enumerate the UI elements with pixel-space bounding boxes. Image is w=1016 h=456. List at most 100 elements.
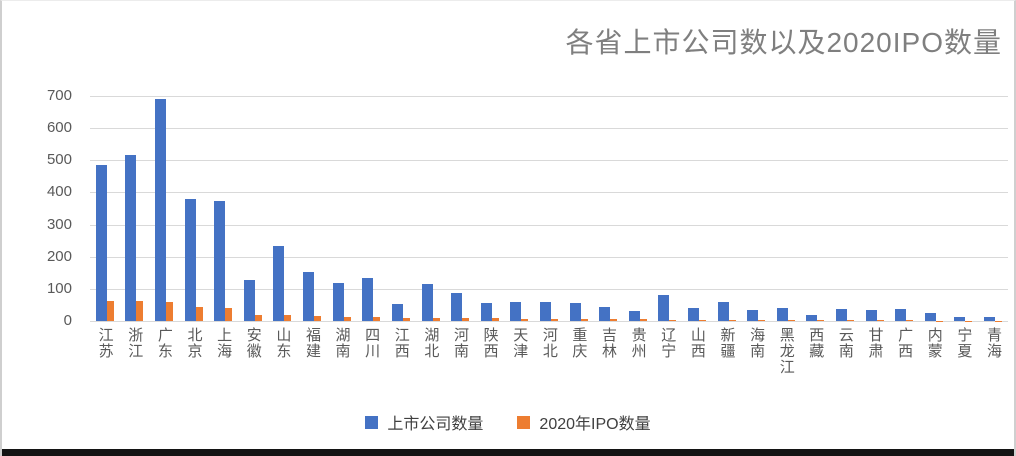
bar-group: 海南: [741, 96, 771, 359]
y-axis-tick-label: 200: [46, 247, 72, 265]
bar-ipo-2020: [402, 317, 410, 321]
bar-ipo-2020: [817, 320, 825, 321]
bar-listed-companies: [214, 201, 226, 321]
x-axis-label: 湖北: [422, 327, 440, 359]
bar-listed-companies: [451, 293, 463, 321]
y-axis-tick-label: 100: [46, 279, 72, 297]
bar-ipo-2020: [847, 320, 855, 321]
gridline: [90, 288, 1008, 290]
bar-ipo-2020: [462, 318, 470, 321]
bar-listed-companies: [243, 279, 255, 321]
bar-group: 上海: [208, 96, 238, 359]
bar-listed-companies: [95, 165, 107, 321]
x-axis-label: 河北: [540, 327, 558, 359]
bar-ipo-2020: [698, 319, 706, 321]
bar-listed-companies: [273, 246, 285, 321]
x-axis-label: 浙江: [126, 327, 144, 359]
gridlines: [90, 96, 1008, 322]
bar-ipo-2020: [639, 319, 647, 321]
bar-group: 青海: [978, 96, 1008, 359]
bar-listed-companies: [125, 155, 137, 321]
gridline: [90, 128, 1008, 130]
gridline: [90, 321, 1008, 322]
bar-listed-companies: [155, 99, 167, 321]
bar-pair: [623, 96, 653, 321]
x-axis-label: 四川: [363, 327, 381, 359]
legend-item-listed-companies: 上市公司数量: [365, 410, 483, 434]
bar-listed-companies: [747, 310, 759, 321]
y-axis-tick-label: 400: [46, 183, 72, 201]
bar-listed-companies: [924, 312, 936, 321]
legend: 上市公司数量 2020年IPO数量: [2, 410, 1014, 434]
bar-group: 山西: [682, 96, 712, 359]
bar-ipo-2020: [550, 318, 558, 321]
bar-pair: [593, 96, 623, 321]
bar-listed-companies: [303, 272, 315, 321]
gridline: [90, 224, 1008, 226]
x-axis-label: 新疆: [718, 327, 736, 359]
bar-pair: [801, 96, 831, 321]
bar-pair: [653, 96, 683, 321]
bar-pair: [149, 96, 179, 321]
gridline: [90, 256, 1008, 258]
bar-ipo-2020: [906, 320, 914, 321]
bar-listed-companies: [806, 315, 818, 321]
y-axis: 0 100 200 300 400 500 600 700: [2, 87, 80, 329]
chart-title: 各省上市公司数以及2020IPO数量: [565, 27, 1002, 58]
bar-ipo-2020: [284, 315, 292, 321]
x-axis-label: 西藏: [807, 327, 825, 359]
bar-pair: [682, 96, 712, 321]
bar-ipo-2020: [373, 317, 381, 321]
bar-ipo-2020: [343, 317, 351, 321]
bar-listed-companies: [510, 301, 522, 321]
bar-pair: [475, 96, 505, 321]
bar-pair: [889, 96, 919, 321]
y-axis-tick-label: 700: [46, 87, 72, 104]
bar-group: 西藏: [801, 96, 831, 359]
legend-label-listed: 上市公司数量: [387, 416, 484, 433]
bar-listed-companies: [865, 310, 877, 321]
bar-listed-companies: [895, 308, 907, 321]
bar-listed-companies: [539, 301, 551, 321]
plot-area: 江苏 浙江 广东 北京 上海 安徽 山东 福建 湖南 四川 江西 湖北 河南 陕西 天津 河北 重庆 吉林 贵州 辽宁…: [90, 96, 1008, 375]
bar-group: 新疆: [712, 96, 742, 359]
bar-listed-companies: [836, 309, 848, 321]
bar-group: 广东: [149, 96, 179, 359]
bar-ipo-2020: [580, 319, 588, 321]
x-axis-label: 福建: [303, 327, 321, 359]
bar-listed-companies: [776, 308, 788, 321]
legend-swatch-ipo: [517, 415, 531, 429]
bar-group: 浙江: [120, 96, 150, 359]
bar-group: 黑龙江: [771, 96, 801, 375]
bar-group: 贵州: [623, 96, 653, 359]
bar-pair: [327, 96, 357, 321]
bar-group: 广西: [889, 96, 919, 359]
x-axis-label: 广东: [155, 327, 173, 359]
x-axis-label: 山西: [688, 327, 706, 359]
bar-ipo-2020: [106, 300, 114, 321]
bar-listed-companies: [332, 283, 344, 321]
bar-group: 江苏: [90, 96, 120, 359]
x-axis-label: 辽宁: [659, 327, 677, 359]
x-axis-label: 甘肃: [866, 327, 884, 359]
bar-pair: [949, 96, 979, 321]
bar-ipo-2020: [491, 318, 499, 321]
bar-group: 宁夏: [949, 96, 979, 359]
bar-pair: [386, 96, 416, 321]
legend-item-ipo-2020: 2020年IPO数量: [517, 410, 651, 434]
bar-pair: [741, 96, 771, 321]
x-axis-label: 北京: [185, 327, 203, 359]
bar-pair: [356, 96, 386, 321]
bar-pair: [297, 96, 327, 321]
bar-group: 河北: [534, 96, 564, 359]
bar-pair: [179, 96, 209, 321]
x-axis-label: 黑龙江: [777, 327, 795, 375]
bar-group: 福建: [297, 96, 327, 359]
bar-ipo-2020: [669, 319, 677, 321]
x-axis-label: 贵州: [629, 327, 647, 359]
bar-group: 吉林: [593, 96, 623, 359]
bar-group: 北京: [179, 96, 209, 359]
bar-ipo-2020: [225, 308, 233, 321]
bar-listed-companies: [362, 277, 374, 321]
bar-ipo-2020: [787, 320, 795, 321]
